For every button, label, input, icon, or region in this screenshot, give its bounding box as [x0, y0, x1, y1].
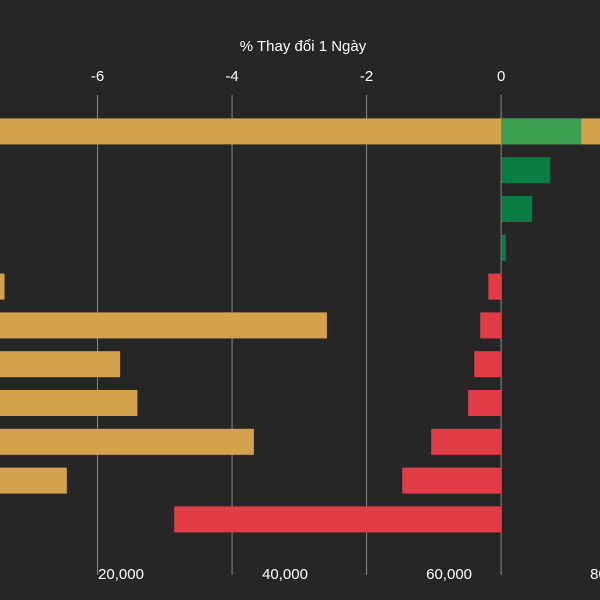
bar	[0, 390, 138, 416]
bar	[501, 157, 551, 184]
x-tick-label: -4	[225, 68, 238, 85]
bar	[402, 467, 502, 494]
axis-title: % Thay đổi 1 Ngày	[240, 38, 367, 55]
bar	[0, 428, 254, 455]
bar	[501, 234, 506, 261]
bar	[0, 312, 327, 339]
bar	[174, 506, 502, 533]
x2-tick-label: 80,000	[590, 566, 600, 583]
x2-tick-label: 20,000	[98, 566, 144, 583]
bar	[0, 118, 600, 145]
x-tick-label: -6	[91, 68, 104, 85]
x2-tick-label: 40,000	[262, 566, 308, 583]
bar	[480, 312, 502, 339]
x-tick-label: 0	[497, 68, 505, 85]
bar	[501, 118, 582, 145]
bar	[431, 428, 502, 455]
bar	[0, 273, 5, 300]
x-tick-label: -2	[360, 68, 373, 85]
bar	[501, 196, 533, 222]
bar	[0, 351, 121, 378]
bar	[468, 390, 502, 416]
bar	[0, 467, 67, 494]
bar	[474, 351, 502, 378]
x2-tick-label: 60,000	[426, 566, 472, 583]
bar	[488, 273, 502, 300]
